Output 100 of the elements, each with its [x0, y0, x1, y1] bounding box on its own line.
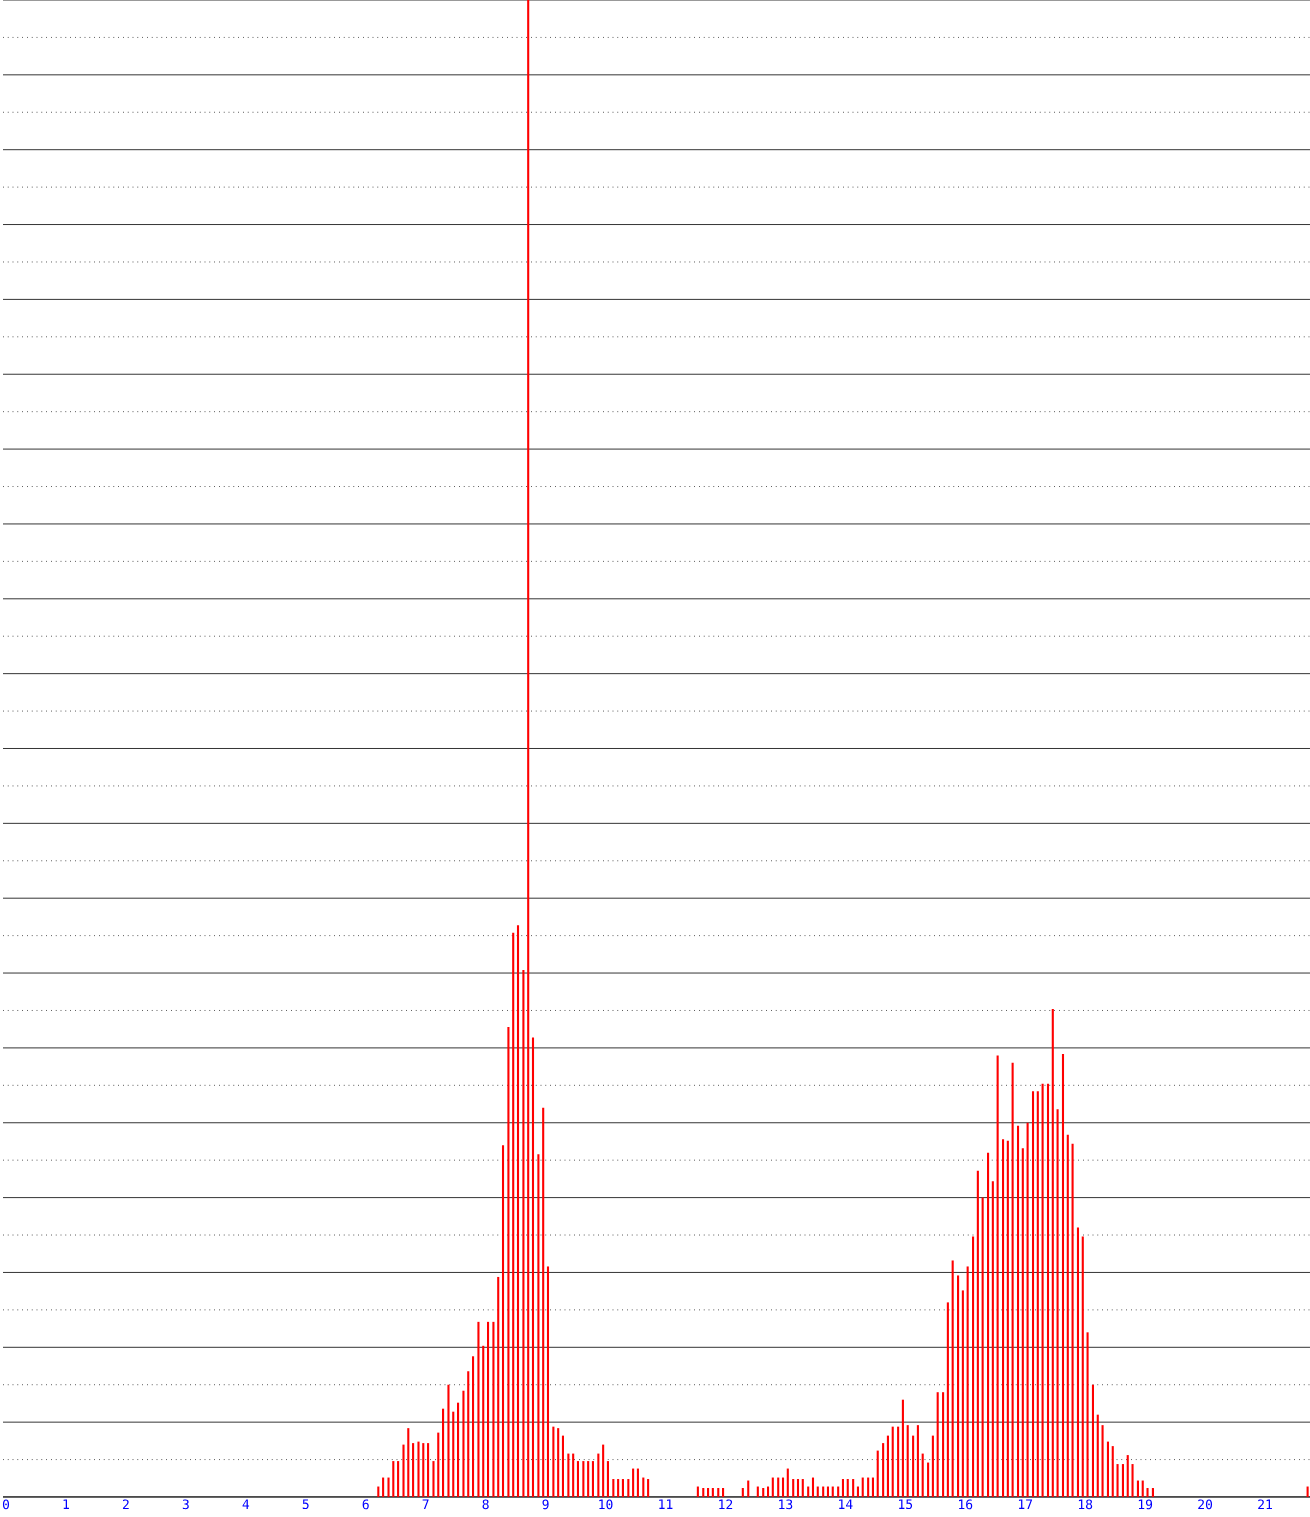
bar — [537, 1154, 540, 1497]
bar — [627, 1479, 630, 1497]
bar — [1051, 1008, 1054, 1497]
bar — [861, 1477, 864, 1497]
bar — [1146, 1488, 1149, 1497]
bar — [552, 1426, 555, 1497]
bar — [486, 1321, 490, 1497]
bar — [1081, 1236, 1084, 1497]
bar — [617, 1479, 620, 1497]
bar — [382, 1477, 385, 1497]
x-tick-label: 2 — [122, 1499, 129, 1510]
x-tick-label: 3 — [182, 1499, 189, 1510]
bar — [741, 1488, 744, 1497]
bar — [987, 1152, 990, 1497]
x-tick-label: 6 — [362, 1499, 369, 1510]
x-tick-label: 15 — [899, 1499, 913, 1510]
bar — [462, 1390, 465, 1497]
x-tick-label: 14 — [839, 1499, 853, 1509]
bar — [897, 1426, 900, 1497]
bar — [582, 1461, 585, 1497]
bar — [711, 1488, 714, 1497]
bar — [1116, 1464, 1119, 1497]
bar — [407, 1428, 410, 1497]
bar — [621, 1479, 624, 1497]
bar — [871, 1477, 874, 1497]
bar — [852, 1479, 855, 1497]
bar — [392, 1461, 395, 1497]
bar — [906, 1425, 909, 1497]
x-tick-label: 20 — [1198, 1499, 1213, 1510]
bar — [597, 1453, 600, 1497]
bar — [777, 1477, 780, 1497]
bar — [781, 1477, 785, 1497]
bar — [477, 1321, 480, 1497]
bar — [572, 1453, 575, 1497]
bar — [557, 1428, 560, 1497]
bar — [927, 1462, 930, 1497]
bar — [846, 1479, 849, 1497]
bar — [457, 1402, 460, 1497]
bar — [886, 1435, 889, 1497]
bar — [501, 1145, 505, 1497]
bar — [527, 0, 530, 1497]
bar — [771, 1477, 774, 1497]
x-tick-label: 1 — [63, 1499, 69, 1509]
bar — [402, 1444, 405, 1497]
bar — [427, 1443, 430, 1497]
bar — [931, 1435, 934, 1497]
bar — [916, 1425, 919, 1497]
bar — [747, 1480, 750, 1497]
bar — [811, 1477, 815, 1497]
bar — [632, 1468, 635, 1497]
bar — [946, 1302, 949, 1497]
bar — [437, 1432, 440, 1497]
bar — [1021, 1148, 1024, 1497]
bar — [766, 1486, 770, 1497]
bar — [512, 932, 515, 1497]
bar — [602, 1444, 605, 1497]
bar — [397, 1461, 400, 1497]
bar — [1016, 1125, 1020, 1497]
bar — [1126, 1455, 1129, 1497]
bar — [1111, 1446, 1114, 1497]
bar — [377, 1486, 380, 1497]
bar — [796, 1479, 800, 1497]
bar — [801, 1479, 804, 1497]
x-tick-label: 8 — [482, 1499, 489, 1510]
bar — [996, 1055, 999, 1497]
bar — [972, 1236, 975, 1497]
bar — [1106, 1441, 1110, 1497]
bar — [471, 1356, 475, 1497]
bar — [516, 925, 520, 1497]
bar — [1001, 1139, 1005, 1497]
bar — [942, 1392, 945, 1497]
x-tick-label: 17 — [1018, 1499, 1033, 1509]
bar — [882, 1443, 885, 1497]
bar — [876, 1450, 879, 1497]
bar — [467, 1371, 470, 1497]
bar — [591, 1461, 594, 1497]
bar — [891, 1426, 894, 1497]
bar — [1031, 1091, 1035, 1497]
bar — [991, 1181, 994, 1497]
bar — [1091, 1384, 1095, 1497]
bar — [417, 1441, 420, 1497]
bar — [1056, 1109, 1059, 1497]
x-tick-label: 7 — [422, 1499, 429, 1509]
bar — [951, 1260, 954, 1497]
bar — [1071, 1143, 1074, 1497]
bar — [831, 1486, 834, 1497]
bar — [762, 1488, 765, 1497]
bar — [841, 1479, 845, 1497]
x-tick-label: 18 — [1078, 1499, 1093, 1510]
bar — [642, 1477, 645, 1497]
bar — [542, 1107, 545, 1497]
bar — [1041, 1083, 1044, 1497]
bar — [826, 1486, 830, 1497]
bar — [837, 1486, 840, 1497]
bar — [1046, 1083, 1050, 1497]
bar — [1131, 1464, 1134, 1497]
bar — [576, 1461, 580, 1497]
bar — [606, 1461, 609, 1497]
x-tick-label: 11 — [659, 1499, 673, 1509]
x-tick-label: 4 — [242, 1499, 250, 1509]
